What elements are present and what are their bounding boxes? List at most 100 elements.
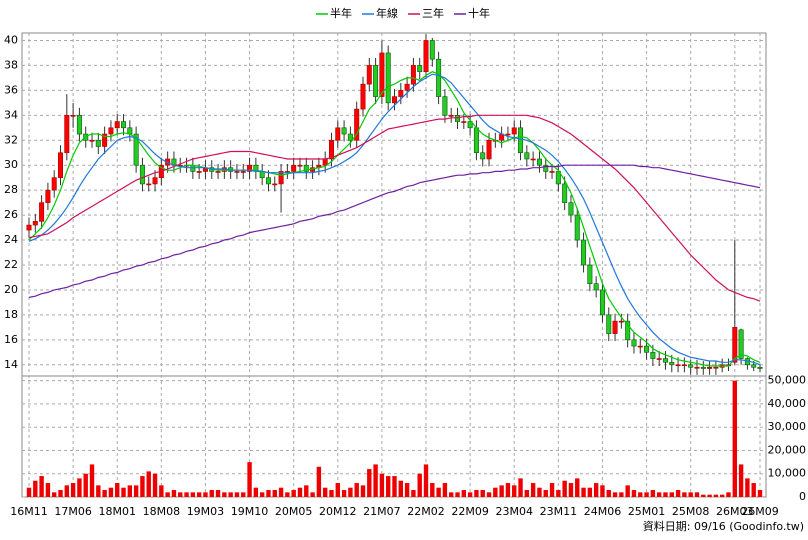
volume-bar	[291, 490, 296, 497]
volume-tick-label: 10,000	[768, 467, 807, 480]
candle-body	[549, 171, 555, 173]
candle-body	[322, 158, 328, 166]
volume-bar	[694, 492, 700, 497]
candle-body	[76, 115, 82, 135]
candle-body	[448, 115, 454, 117]
volume-bar	[530, 483, 536, 497]
candle-body	[631, 339, 637, 347]
volume-bar	[83, 473, 88, 497]
volume-bar	[64, 485, 70, 497]
candle-body	[417, 65, 423, 72]
volume-bar	[39, 476, 44, 497]
volume-bar	[411, 490, 416, 497]
legend-label: 三年	[422, 6, 444, 20]
volume-bar	[133, 485, 139, 497]
volume-bar	[417, 473, 422, 497]
candle-body	[423, 40, 429, 72]
candle-body	[146, 183, 152, 186]
volume-bar	[278, 487, 284, 497]
volume-bar	[612, 492, 618, 497]
candle-body	[89, 139, 95, 142]
volume-tick-label: 0	[799, 490, 806, 503]
volume-bar	[45, 483, 51, 497]
volume-bar	[52, 492, 57, 497]
y-tick-label: 14	[4, 358, 18, 371]
volume-bar	[669, 492, 674, 497]
candle-body	[587, 264, 593, 285]
candle-body	[467, 121, 473, 129]
volume-bar	[757, 490, 763, 497]
candle-body	[442, 96, 448, 116]
candle-body	[240, 171, 246, 173]
volume-bar	[423, 464, 429, 497]
candle-body	[461, 121, 467, 123]
candle-body	[612, 320, 618, 334]
candle-body	[190, 164, 196, 172]
candle-body	[152, 177, 158, 185]
candle-body	[593, 283, 599, 291]
volume-bar	[650, 490, 656, 497]
volume-bar	[190, 492, 196, 497]
volume-bar	[499, 485, 504, 497]
candle-body	[51, 177, 57, 191]
candle-body	[39, 202, 45, 222]
y-tick-label: 34	[4, 108, 18, 121]
candle-body	[669, 361, 675, 366]
volume-bar	[203, 492, 208, 497]
candle-body	[713, 366, 719, 369]
candle-body	[234, 171, 240, 173]
volume-bar	[436, 487, 441, 497]
legend-label: 十年	[468, 6, 490, 20]
volume-bar	[738, 464, 744, 497]
candle-body	[694, 366, 700, 369]
volume-bar	[625, 485, 630, 497]
volume-bar	[196, 492, 202, 497]
footer: 資料日期: 09/16 (Goodinfo.tw)	[643, 519, 804, 533]
candle-body	[599, 289, 605, 316]
x-tick-label: 22M09	[451, 505, 489, 518]
candle-body	[373, 65, 379, 97]
volume-bar	[379, 473, 385, 497]
volume-bar	[638, 492, 643, 497]
volume-bar	[512, 485, 517, 497]
volume-bar	[215, 490, 221, 497]
volume-bar	[524, 490, 530, 497]
candle-body	[95, 139, 101, 147]
volume-bar	[556, 490, 561, 497]
x-tick-label: 23M04	[495, 505, 533, 518]
x-tick-label: 26M09	[741, 505, 779, 518]
candle-body	[555, 171, 561, 185]
candle-body	[379, 52, 385, 97]
y-tick-label: 40	[4, 33, 18, 46]
volume-bar	[467, 492, 473, 497]
candle-body	[757, 366, 763, 369]
volume-bar	[33, 480, 38, 497]
volume-bar	[600, 485, 605, 497]
volume-bar	[404, 483, 410, 497]
candle-body	[700, 366, 706, 369]
candle-body	[568, 202, 574, 216]
candle-body	[265, 177, 271, 185]
volume-bar	[549, 483, 555, 497]
candle-body	[410, 65, 416, 85]
volume-tick-label: 40,000	[768, 397, 807, 410]
candle-body	[391, 96, 397, 104]
candle-body	[429, 40, 435, 60]
volume-bar	[316, 466, 322, 497]
volume-bar	[310, 492, 315, 497]
volume-bar	[726, 492, 731, 497]
candle-body	[215, 171, 221, 173]
x-tick-label: 17M06	[54, 505, 92, 518]
candle-body	[656, 358, 662, 360]
x-tick-label: 19M10	[231, 505, 269, 518]
candle-body	[259, 171, 265, 178]
y-tick-label: 18	[4, 308, 18, 321]
volume-bar	[606, 490, 611, 497]
candle-body	[121, 121, 127, 129]
volume-bar	[184, 492, 189, 497]
volume-bar	[701, 494, 706, 497]
volume-bar	[537, 487, 542, 497]
candle-body	[102, 133, 108, 147]
candle-body	[404, 83, 410, 91]
x-tick-label: 20M05	[275, 505, 313, 518]
